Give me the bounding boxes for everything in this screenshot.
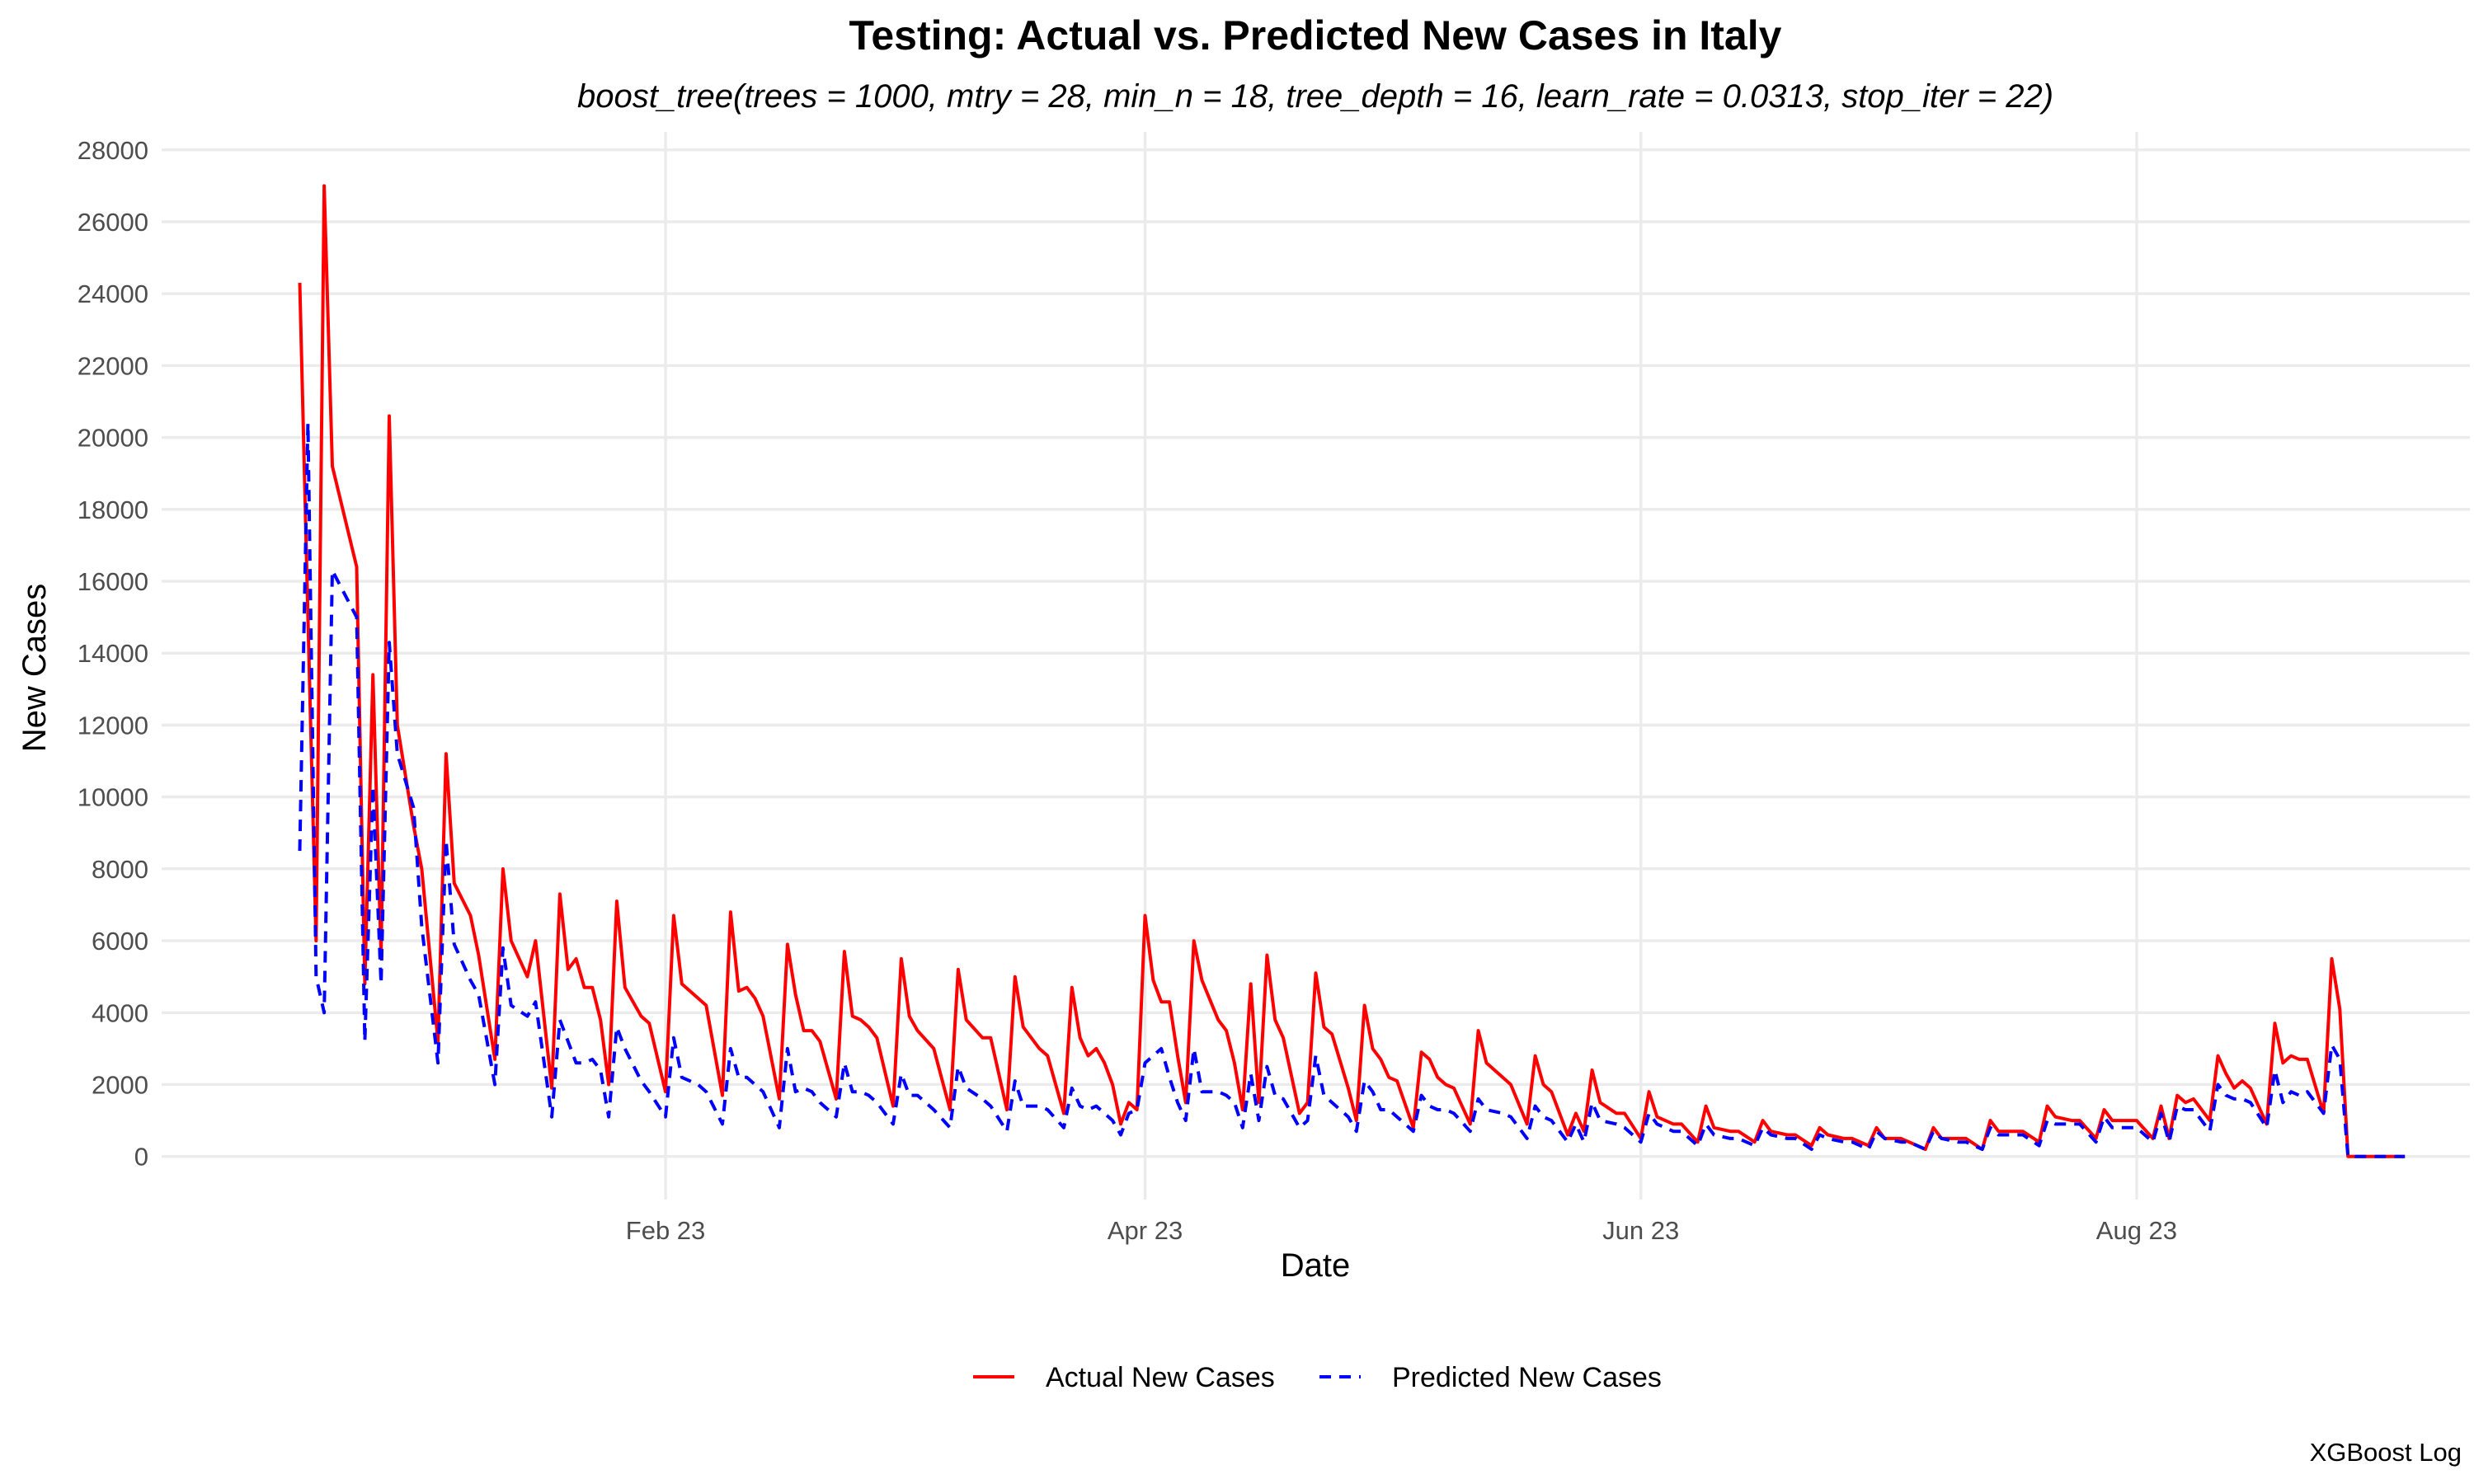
y-tick-label: 24000: [78, 279, 148, 308]
x-tick-label: Feb 23: [626, 1216, 706, 1245]
chart-caption: XGBoost Log: [2310, 1438, 2462, 1467]
legend-item-actual: Actual New Cases: [973, 1362, 1275, 1393]
series-layer: [298, 184, 2406, 1158]
legend: Actual New Cases Predicted New Cases: [973, 1362, 1662, 1393]
legend-label: Predicted New Cases: [1392, 1362, 1662, 1393]
y-tick-label: 26000: [78, 208, 148, 237]
chart-title: Testing: Actual vs. Predicted New Cases …: [849, 12, 1782, 59]
y-tick-label: 14000: [78, 639, 148, 668]
y-tick-label: 16000: [78, 567, 148, 596]
y-tick-label: 4000: [92, 998, 148, 1027]
y-tick-label: 8000: [92, 855, 148, 884]
x-tick-label: Aug 23: [2096, 1216, 2177, 1245]
chart-subtitle: boost_tree(trees = 1000, mtry = 28, min_…: [577, 78, 2053, 115]
x-axis-ticks: Feb 23 Apr 23 Jun 23 Aug 23: [626, 1216, 2177, 1245]
y-axis-ticks: 0 2000 4000 6000 8000 10000 12000 14000 16000 180…: [78, 136, 148, 1172]
gridlines: [162, 132, 2470, 1200]
y-tick-label: 22000: [78, 351, 148, 380]
y-tick-label: 6000: [92, 927, 148, 956]
y-axis-label: New Cases: [16, 584, 53, 753]
series-line-actual: [298, 184, 2406, 1158]
y-tick-label: 10000: [78, 783, 148, 812]
y-tick-label: 0: [134, 1143, 148, 1172]
legend-item-predicted: Predicted New Cases: [1319, 1362, 1662, 1393]
x-axis-label: Date: [1281, 1247, 1351, 1284]
y-tick-label: 28000: [78, 136, 148, 165]
series-line-predicted: [298, 421, 2406, 1158]
x-tick-label: Apr 23: [1108, 1216, 1183, 1245]
legend-label: Actual New Cases: [1046, 1362, 1275, 1393]
x-tick-label: Jun 23: [1602, 1216, 1679, 1245]
y-tick-label: 12000: [78, 711, 148, 740]
y-tick-label: 18000: [78, 495, 148, 524]
y-tick-label: 2000: [92, 1070, 148, 1099]
y-tick-label: 20000: [78, 424, 148, 453]
